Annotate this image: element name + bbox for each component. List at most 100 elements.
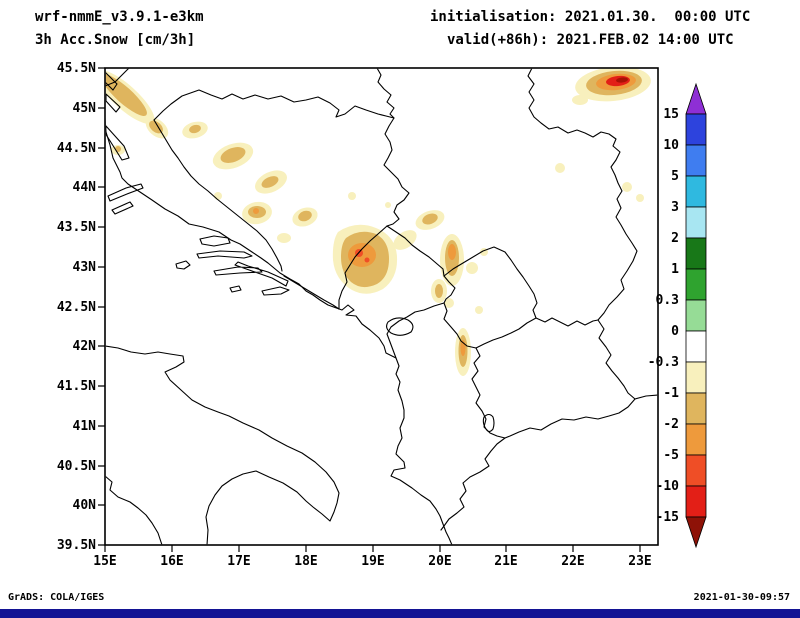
contour-patch <box>448 244 456 260</box>
map-frame <box>104 67 659 546</box>
coastline-adriatic-east <box>105 121 453 545</box>
contour-patch <box>422 213 438 225</box>
border-montenegro-kosovo <box>443 275 456 304</box>
colorbar-arrow-up <box>685 82 707 115</box>
contour-patch <box>298 210 312 222</box>
colorbar-label: 0.3 <box>656 293 679 308</box>
border-croatia-serbia <box>376 68 395 119</box>
lat-tick-label: 44.5N <box>57 141 96 156</box>
colorbar-label: 5 <box>671 169 679 184</box>
model-title: wrf-nmmE_v3.9.1-e3km <box>35 9 204 25</box>
lat-tick-label: 40N <box>73 498 97 513</box>
border-macedonia-greece <box>504 398 636 439</box>
colorbar-segment <box>685 330 707 363</box>
lon-tick-label: 15E <box>93 554 116 569</box>
snow-shading-dark-red <box>616 77 628 83</box>
colorbar-label: 1 <box>671 262 679 277</box>
border-kosovo-serbia <box>443 246 538 319</box>
colorbar-label: -0.3 <box>648 355 679 370</box>
lat-tick-label: 41.5N <box>57 379 96 394</box>
valid-time: valid(+86h): 2021.FEB.02 14:00 UTC <box>447 32 734 48</box>
lat-tick-label: 40.5N <box>57 459 96 474</box>
init-time: initialisation: 2021.01.30. 00:00 UTC <box>430 9 751 25</box>
border-kosovo-albania <box>443 302 477 349</box>
lat-tick-label: 45N <box>73 101 97 116</box>
contour-patch <box>444 298 454 308</box>
contour-patch <box>149 120 163 134</box>
contour-patch <box>105 74 147 116</box>
grads-credit: GrADS: COLA/IGES <box>8 592 105 603</box>
contour-patch <box>622 182 632 192</box>
x-axis-ticks <box>104 545 641 552</box>
colorbar-label: 0 <box>671 324 679 339</box>
lon-tick-label: 16E <box>160 554 183 569</box>
contour-patch <box>435 284 443 298</box>
window-bottom-bar <box>0 609 800 618</box>
contour-patch <box>214 192 222 200</box>
border-serbia-montenegro <box>386 225 445 277</box>
border-bosnia-montenegro <box>338 225 388 310</box>
colorbar-segment <box>685 175 707 208</box>
border-kosovo-macedonia <box>475 317 537 349</box>
colorbar-label: 10 <box>663 138 679 153</box>
border-serbia-macedonia <box>535 317 599 327</box>
coastline-italy <box>105 345 340 545</box>
colorbar: 15 10 5 3 2 1 0.3 0 -0.3 -1 -2 -5 -10 -1… <box>648 82 707 549</box>
colorbar-label: -10 <box>656 479 680 494</box>
lat-tick-label: 44N <box>73 180 97 195</box>
lat-tick-label: 39.5N <box>57 538 96 553</box>
colorbar-label: -15 <box>656 510 679 525</box>
colorbar-segment <box>685 361 707 394</box>
contour-patch <box>277 233 291 243</box>
border-greece-bulgaria <box>634 394 658 400</box>
creation-timestamp: 2021-01-30-09:57 <box>693 592 790 603</box>
colorbar-label: -2 <box>663 417 679 432</box>
y-axis-ticks <box>98 67 105 546</box>
lat-tick-label: 43.5N <box>57 220 96 235</box>
colorbar-label: 15 <box>663 107 679 122</box>
border-slovenia-croatia <box>105 68 129 87</box>
lat-tick-label: 42.5N <box>57 300 96 315</box>
contour-patch <box>393 230 417 250</box>
colorbar-segment <box>685 454 707 487</box>
border-bosnia-serbia-drina <box>383 117 410 227</box>
colorbar-segment <box>685 206 707 239</box>
colorbar-label: 2 <box>671 231 679 246</box>
lake-skadar-and-ohrid <box>385 317 495 433</box>
colorbar-label: 3 <box>671 200 679 215</box>
colorbar-arrow-down <box>685 516 707 549</box>
lon-tick-label: 21E <box>494 554 517 569</box>
colorbar-segment <box>685 268 707 301</box>
colorbar-segment <box>685 299 707 332</box>
contour-patch <box>364 257 370 263</box>
coastline-croatian-islands <box>105 72 290 296</box>
border-albania-macedonia <box>471 347 506 439</box>
colorbar-segment <box>685 237 707 270</box>
contour-patch <box>348 192 356 200</box>
lon-tick-label: 17E <box>227 554 250 569</box>
colorbar-segment <box>685 144 707 177</box>
colorbar-segment <box>685 392 707 425</box>
colorbar-segment <box>685 485 707 518</box>
colorbar-label: -5 <box>663 448 679 463</box>
lon-tick-label: 19E <box>361 554 384 569</box>
lat-tick-label: 43N <box>73 260 97 275</box>
contour-patch <box>261 176 279 188</box>
contour-patch <box>253 208 259 214</box>
contour-patch <box>475 306 483 314</box>
lat-tick-label: 41N <box>73 419 97 434</box>
border-montenegro-albania <box>386 302 445 359</box>
contour-patch <box>189 124 201 134</box>
lon-tick-label: 18E <box>294 554 317 569</box>
lat-tick-label: 45.5N <box>57 61 96 76</box>
contour-patch <box>220 147 246 163</box>
lon-tick-label: 22E <box>561 554 584 569</box>
lat-tick-label: 42N <box>73 339 97 354</box>
product-title: 3h Acc.Snow [cm/3h] <box>35 32 196 48</box>
contour-patch <box>385 202 391 208</box>
border-croatia-bosnia-south <box>153 119 340 310</box>
snow-shading-cream <box>105 68 651 376</box>
contour-patch <box>572 95 588 105</box>
